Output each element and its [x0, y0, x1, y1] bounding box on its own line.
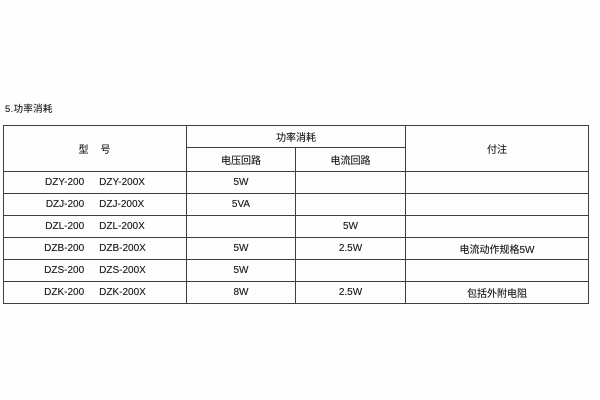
- current-value-cell: [295, 193, 406, 216]
- header-row-top: 型 号 功率消耗 付注: [3, 125, 589, 172]
- model-cell: DZY-200 DZY-200X: [3, 171, 187, 194]
- current-value-cell: [295, 259, 406, 282]
- power-consumption-table: 型 号 功率消耗 付注 电压回路 电流回路 DZY-200 DZY-200X 5…: [3, 125, 589, 304]
- note-cell: [405, 193, 589, 216]
- model-name: DZK-200X: [99, 287, 146, 298]
- model-pair: DZY-200 DZY-200X: [5, 177, 186, 188]
- header-voltage-circuit: 电压回路: [186, 147, 296, 172]
- note-cell: 包括外附电阻: [405, 281, 589, 304]
- header-model: 型 号: [3, 125, 187, 172]
- model-pair: DZL-200 DZL-200X: [5, 221, 186, 232]
- table-body: DZY-200 DZY-200X 5W DZJ-200 DZJ-200X 5VA: [3, 171, 589, 304]
- model-name: DZY-200X: [99, 177, 145, 188]
- table-header: 型 号 功率消耗 付注 电压回路 电流回路: [3, 125, 589, 172]
- voltage-value-cell: 5VA: [186, 193, 296, 216]
- model-pair: DZK-200 DZK-200X: [5, 287, 186, 298]
- model-pair: DZJ-200 DZJ-200X: [5, 199, 186, 210]
- model-name: DZY-200: [45, 177, 85, 188]
- table-row: DZJ-200 DZJ-200X 5VA: [3, 193, 589, 216]
- model-cell: DZL-200 DZL-200X: [3, 215, 187, 238]
- table-row: DZK-200 DZK-200X 8W 2.5W 包括外附电阻: [3, 281, 589, 304]
- voltage-value-cell: 5W: [186, 237, 296, 260]
- model-name: DZB-200: [44, 243, 85, 254]
- note-cell: [405, 171, 589, 194]
- current-value-cell: 2.5W: [295, 281, 406, 304]
- current-value-cell: 2.5W: [295, 237, 406, 260]
- model-name: DZL-200: [45, 221, 85, 232]
- voltage-value-cell: 8W: [186, 281, 296, 304]
- note-cell: [405, 215, 589, 238]
- model-pair: DZS-200 DZS-200X: [5, 265, 186, 276]
- model-name: DZJ-200X: [99, 199, 145, 210]
- model-cell: DZJ-200 DZJ-200X: [3, 193, 187, 216]
- model-name: DZJ-200: [45, 199, 85, 210]
- model-name: DZB-200X: [99, 243, 146, 254]
- table-row: DZS-200 DZS-200X 5W: [3, 259, 589, 282]
- note-cell: 电流动作规格5W: [405, 237, 589, 260]
- header-power-consumption: 功率消耗: [186, 125, 406, 148]
- current-value-cell: [295, 171, 406, 194]
- table-row: DZL-200 DZL-200X 5W: [3, 215, 589, 238]
- model-name: DZL-200X: [99, 221, 145, 232]
- table-row: DZB-200 DZB-200X 5W 2.5W 电流动作规格5W: [3, 237, 589, 260]
- header-notes: 付注: [405, 125, 589, 172]
- voltage-value-cell: [186, 215, 296, 238]
- model-name: DZS-200X: [99, 265, 146, 276]
- model-cell: DZS-200 DZS-200X: [3, 259, 187, 282]
- model-name: DZK-200: [44, 287, 85, 298]
- model-cell: DZB-200 DZB-200X: [3, 237, 187, 260]
- header-current-circuit: 电流回路: [295, 147, 406, 172]
- voltage-value-cell: 5W: [186, 259, 296, 282]
- current-value-cell: 5W: [295, 215, 406, 238]
- table-row: DZY-200 DZY-200X 5W: [3, 171, 589, 194]
- note-cell: [405, 259, 589, 282]
- voltage-value-cell: 5W: [186, 171, 296, 194]
- model-name: DZS-200: [44, 265, 85, 276]
- section-title: 5.功率消耗: [5, 104, 53, 115]
- model-pair: DZB-200 DZB-200X: [5, 243, 186, 254]
- model-cell: DZK-200 DZK-200X: [3, 281, 187, 304]
